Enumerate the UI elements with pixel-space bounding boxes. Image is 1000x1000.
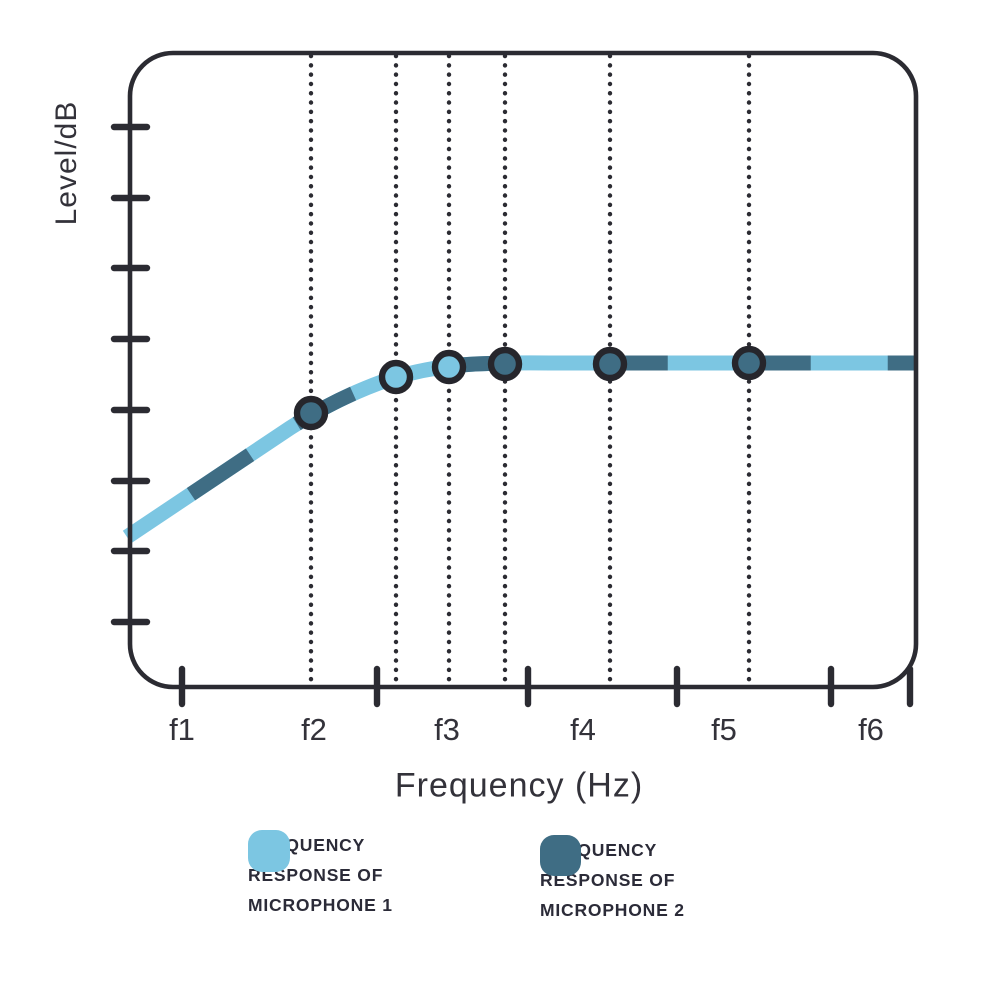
x-tick-label-f5: f5 bbox=[711, 712, 737, 747]
marker-point-2 bbox=[378, 359, 414, 395]
legend-swatch-mic1-shape bbox=[248, 830, 290, 872]
x-tick-label-f2: f2 bbox=[301, 712, 327, 747]
legend-label-mic2: Frequency response of Microphone 2 bbox=[540, 840, 685, 920]
x-tick-label-f4: f4 bbox=[570, 712, 596, 747]
legend-label-mic1: Frequency response of Microphone 1 bbox=[248, 835, 393, 915]
response-curve bbox=[122, 355, 914, 544]
curve-mic2 bbox=[122, 355, 914, 544]
x-tick-label-f1: f1 bbox=[169, 712, 195, 747]
marker-point-1 bbox=[293, 395, 329, 431]
x-axis-ticks bbox=[178, 665, 914, 708]
plot-border bbox=[127, 50, 919, 690]
y-axis-ticks bbox=[110, 123, 151, 626]
data-point-markers bbox=[293, 345, 767, 431]
y-axis-title: Level/dB bbox=[50, 100, 83, 226]
legend-item-microphone-2: Frequency response of Microphone 2 bbox=[540, 835, 705, 925]
x-axis-title: Frequency (Hz) bbox=[394, 766, 644, 805]
marker-point-5 bbox=[592, 346, 628, 382]
legend-swatch-mic1 bbox=[248, 830, 290, 872]
legend-item-microphone-1: Frequency response of Microphone 1 bbox=[248, 830, 413, 920]
x-tick-label-f3: f3 bbox=[434, 712, 460, 747]
legend-swatch-mic2 bbox=[540, 835, 581, 876]
marker-point-3 bbox=[431, 349, 467, 385]
marker-point-6 bbox=[731, 345, 767, 381]
legend-swatch-mic2-shape bbox=[540, 835, 581, 876]
x-tick-label-f6: f6 bbox=[858, 712, 884, 747]
marker-point-4 bbox=[487, 346, 523, 382]
